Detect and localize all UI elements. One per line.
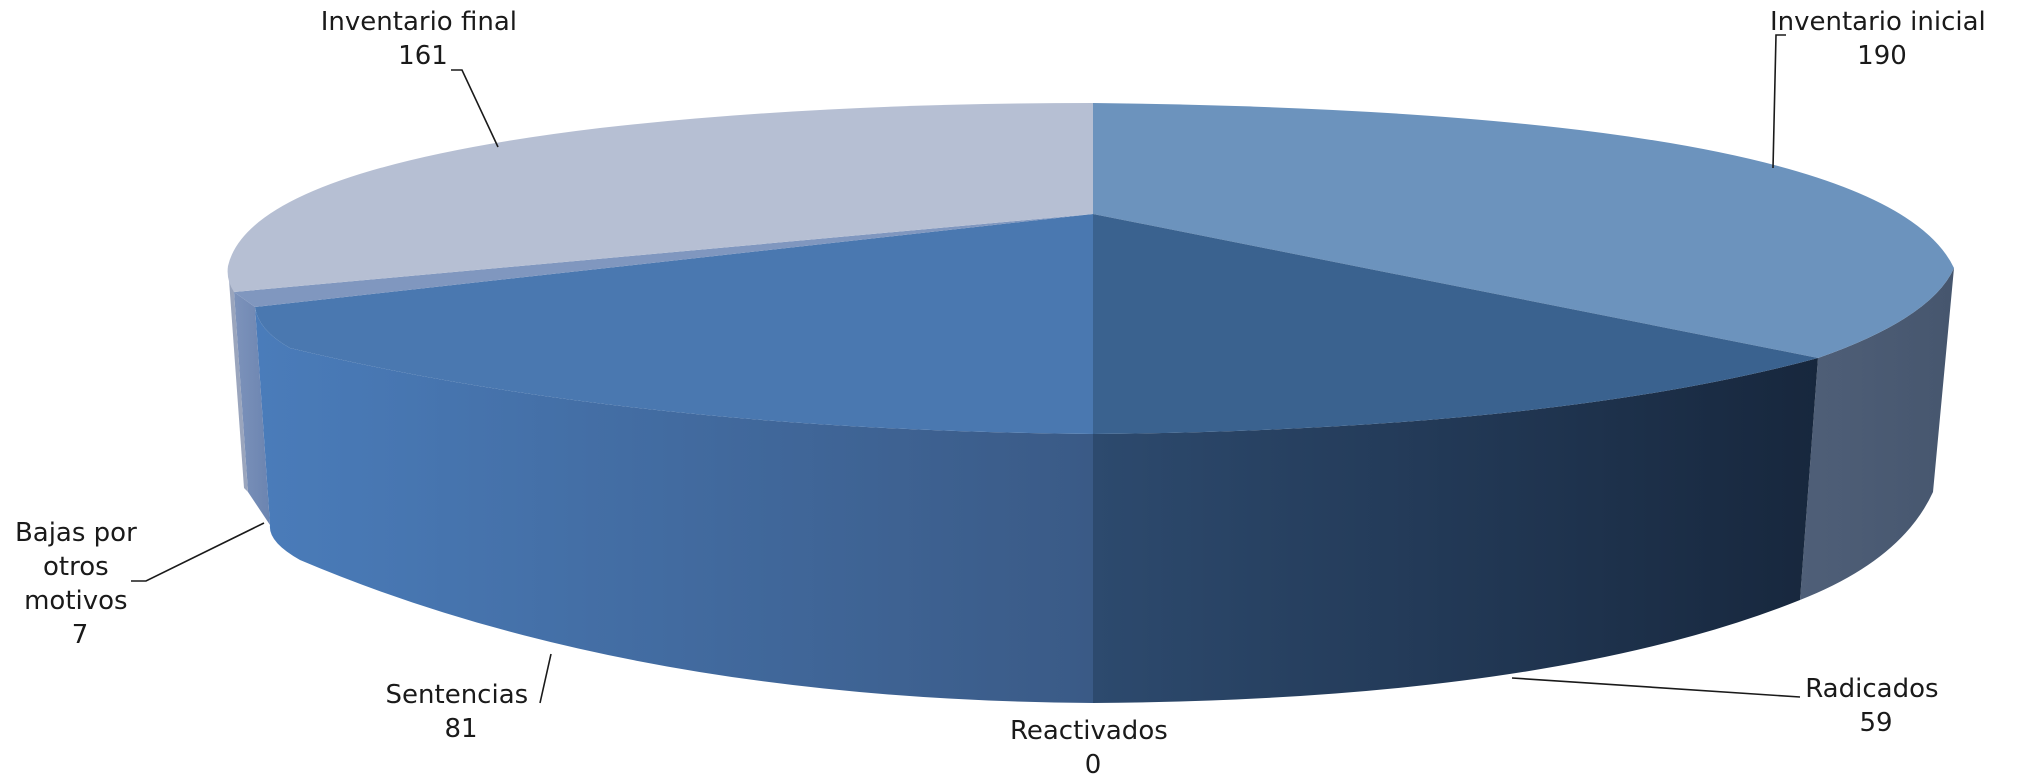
slice-bajas-por-otros-motivos: [234, 214, 1093, 307]
leader-inventario-inicial: [1772, 34, 1786, 169]
label-inventario-final: Inventario final 161: [321, 7, 526, 71]
slice-inventario-final: [227, 103, 1094, 292]
wall-sentencias: [255, 307, 1093, 703]
wall-radicados: [1093, 358, 1818, 703]
data-labels: Inventario inicial 190 Radicados 59 Reac…: [15, 7, 1994, 775]
leader-lines: [131, 34, 1801, 704]
leader-sentencias: [539, 653, 552, 704]
leader-inventario-final: [451, 69, 499, 148]
label-bajas-por-otros-motivos: Bajas por otros motivos 7: [15, 518, 145, 650]
label-reactivados: Reactivados 0: [1010, 716, 1176, 775]
slice-sentencias: [255, 214, 1093, 434]
wall-bajas: [234, 292, 270, 525]
wall-inventario-final: [228, 266, 248, 492]
pie-top: [227, 103, 1954, 434]
leader-radicados: [1511, 677, 1801, 698]
pie-walls: [228, 266, 1954, 703]
label-sentencias: Sentencias 81: [386, 680, 537, 744]
label-radicados: Radicados 59: [1805, 674, 1947, 738]
wall-inventario-inicial: [1800, 268, 1954, 600]
slice-inventario-inicial: [1093, 103, 1954, 358]
label-inventario-inicial: Inventario inicial 190: [1770, 7, 1994, 71]
slice-radicados: [1093, 214, 1818, 434]
leader-bajas: [131, 522, 265, 582]
